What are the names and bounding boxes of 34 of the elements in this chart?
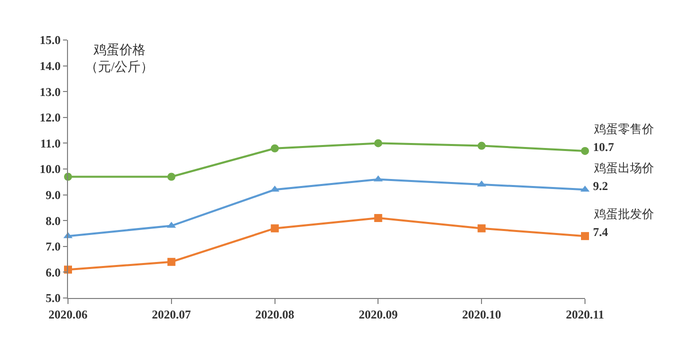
y-tick-label: 12.0	[40, 110, 61, 125]
series-label: 鸡蛋出场价	[593, 161, 654, 175]
y-tick-label: 8.0	[46, 214, 61, 228]
x-tick-label: 2020.10	[462, 307, 502, 322]
point	[581, 146, 589, 155]
y-tick-label: 15.0	[40, 33, 61, 48]
series-label: 鸡蛋批发价	[593, 207, 654, 221]
point	[374, 214, 382, 222]
point	[167, 258, 176, 266]
y-tick-label: 11.0	[40, 136, 61, 150]
y-tick-label: 13.0	[40, 84, 61, 99]
y-tick-label: 7.0	[46, 240, 61, 254]
x-tick-label: 2020.08	[255, 307, 294, 322]
y-tick-label: 6.0	[46, 265, 61, 280]
point	[270, 224, 279, 232]
data-label: 9.2	[593, 179, 608, 193]
y-tick-label: 10.0	[40, 162, 61, 176]
data-label: 10.7	[593, 140, 614, 154]
x-tick-label: 2020.07	[152, 307, 191, 322]
point	[478, 224, 486, 232]
series-label: 鸡蛋零售价	[593, 122, 654, 136]
point	[167, 172, 176, 181]
x-tick-label: 2020.11	[566, 307, 604, 322]
y-axis-title: 鸡蛋价格（元/公斤）	[85, 42, 154, 74]
x-tick-label: 2020.06	[48, 307, 88, 322]
y-tick-label: 14.0	[40, 59, 61, 73]
point	[374, 139, 382, 148]
point	[478, 142, 486, 150]
y-tick-label: 5.0	[46, 291, 61, 306]
y-tick-label: 9.0	[46, 188, 61, 202]
x-tick-label: 2020.09	[358, 307, 398, 322]
point	[581, 232, 589, 240]
point	[270, 144, 279, 152]
data-label: 7.4	[593, 225, 608, 239]
